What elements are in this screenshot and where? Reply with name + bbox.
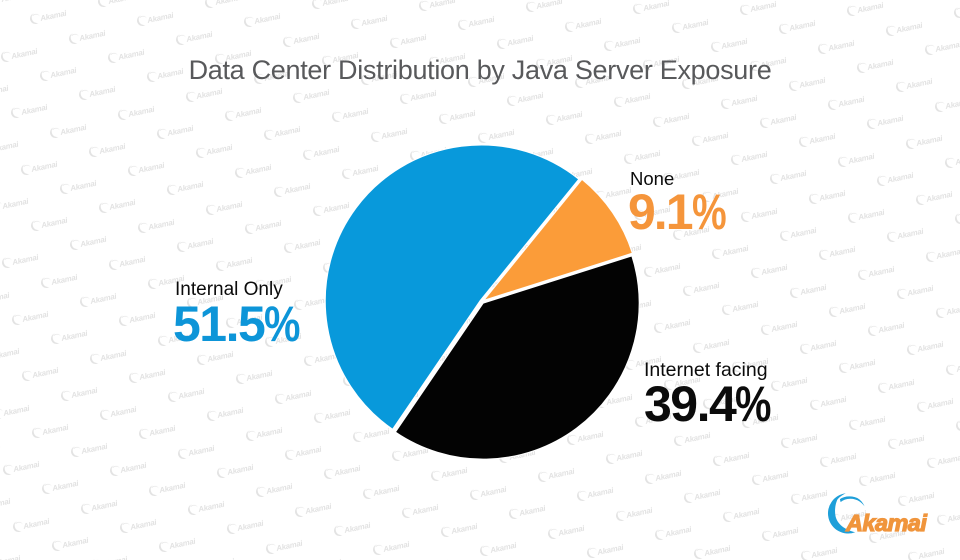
svg-text:Akamai: Akamai (845, 510, 927, 536)
